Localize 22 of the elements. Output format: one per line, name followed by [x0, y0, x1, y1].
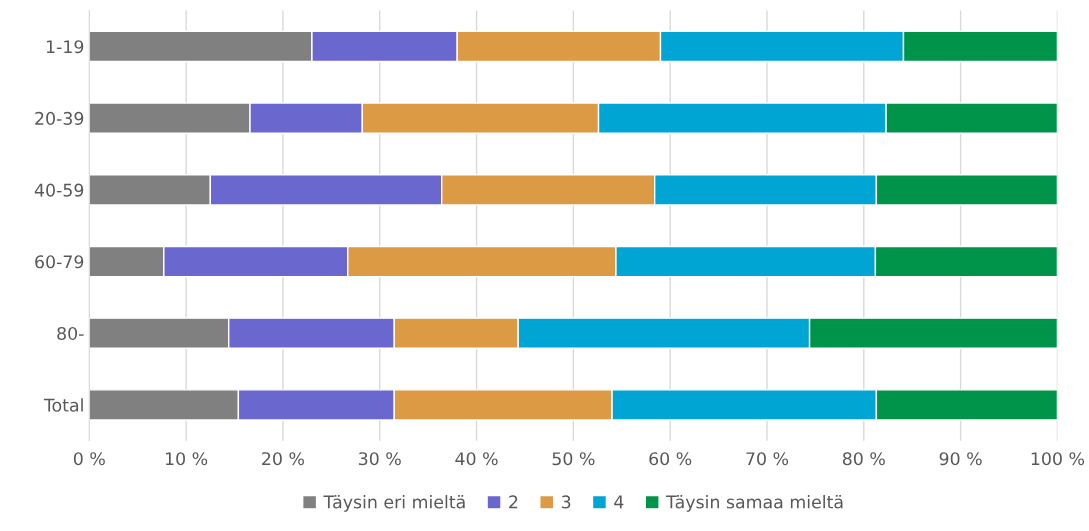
x-tick-label: 0 %	[73, 452, 105, 466]
x-tick-label: 50 %	[552, 452, 595, 466]
y-tick-label: 60-79	[35, 255, 84, 269]
y-tick-label: 20-39	[35, 111, 84, 125]
x-tick-label: 100 %	[1031, 452, 1085, 466]
y-tick-label: 80-	[57, 326, 84, 341]
legend-label: Täysin eri mieltä	[323, 495, 465, 512]
legend-label: 2	[509, 495, 518, 509]
y-tick-label: 1-19	[46, 40, 84, 54]
legend-label: 3	[561, 495, 571, 509]
x-tick-label: 60 %	[649, 452, 692, 466]
x-tick-label: 40 %	[455, 452, 498, 466]
x-tick-label: 80 %	[842, 452, 885, 466]
y-tick-label: 40-59	[34, 183, 84, 197]
x-tick-label: 30 %	[359, 452, 401, 466]
x-tick-label: 70 %	[746, 452, 789, 466]
x-tick-label: 20 %	[262, 452, 305, 466]
y-tick-label: Total	[43, 398, 83, 412]
x-tick-label: 10 %	[165, 452, 208, 466]
legend-label: Täysin samaa mieltä	[666, 495, 843, 512]
x-tick-label: 90 %	[939, 452, 982, 466]
legend-label: 4	[614, 495, 624, 509]
